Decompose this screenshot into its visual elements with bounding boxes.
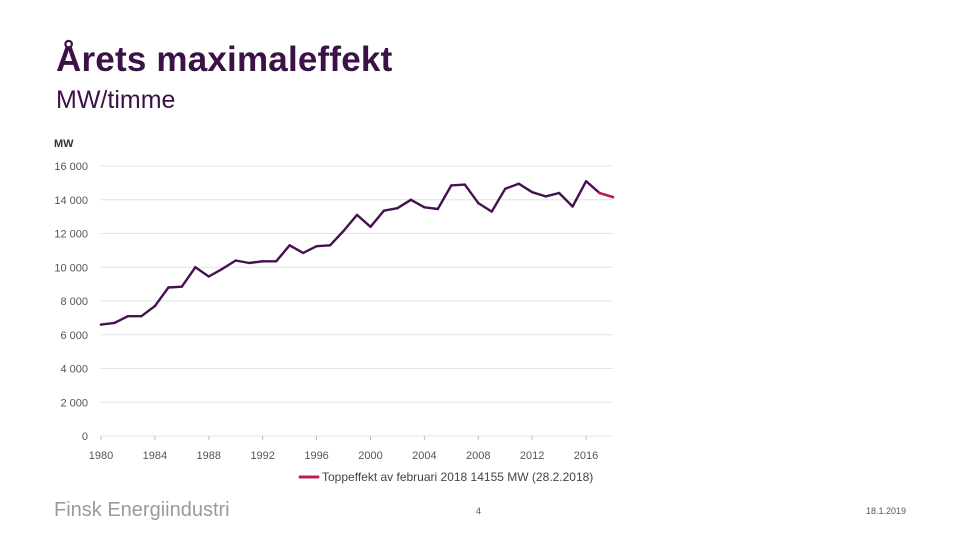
- legend-label: Toppeffekt av februari 2018 14155 MW (28…: [322, 470, 593, 484]
- data-point: [544, 195, 547, 198]
- series-line-annual-peak: [99, 179, 601, 326]
- data-point: [342, 229, 345, 233]
- y-tick-label: 0: [82, 431, 88, 443]
- data-point: [571, 205, 574, 208]
- data-point: [369, 225, 372, 228]
- data-point: [598, 191, 601, 195]
- data-point: [180, 285, 184, 288]
- x-tick-label: 1996: [304, 450, 328, 462]
- x-tick-label: 1984: [143, 450, 167, 462]
- y-axis-label: MW: [54, 138, 74, 150]
- data-point: [517, 182, 520, 185]
- data-point: [113, 321, 116, 325]
- data-point: [436, 207, 440, 211]
- slide-subtitle: MW/timme: [56, 86, 176, 114]
- legend: Toppeffekt av februari 2018 14155 MW (28…: [298, 470, 593, 484]
- data-point: [207, 275, 210, 278]
- data-point: [355, 213, 359, 217]
- x-tick-label: 2016: [574, 450, 598, 462]
- y-tick-label: 8 000: [60, 296, 88, 308]
- data-point: [153, 304, 157, 308]
- data-point: [584, 179, 588, 183]
- page-number: 4: [476, 506, 482, 516]
- y-tick-label: 12 000: [54, 229, 88, 241]
- data-point: [504, 187, 507, 190]
- data-point: [288, 244, 291, 247]
- x-tick-label: 2004: [412, 450, 436, 462]
- slide-title: Årets maximaleffekt: [56, 40, 393, 79]
- x-tick-label: 1992: [250, 450, 274, 462]
- data-point: [423, 206, 426, 209]
- data-point: [328, 244, 332, 247]
- y-tick-label: 4 000: [60, 364, 88, 376]
- data-point: [463, 183, 466, 186]
- x-tick-labels: 1980 1984 1988 1992 1996 2000 2004 2008 2012 2016: [89, 450, 599, 462]
- data-point: [396, 206, 399, 210]
- data-point: [99, 323, 103, 326]
- data-point: [611, 195, 615, 199]
- x-tick-label: 1980: [89, 450, 113, 462]
- data-point: [126, 314, 130, 318]
- data-point: [409, 198, 413, 201]
- y-tick-label: 2 000: [60, 397, 88, 409]
- data-point: [140, 314, 143, 318]
- series-lines: [99, 179, 615, 326]
- y-tick-label: 16 000: [54, 161, 88, 173]
- x-tick-label: 2012: [520, 450, 544, 462]
- data-point: [557, 191, 561, 195]
- data-point: [221, 267, 224, 271]
- data-point: [167, 286, 170, 289]
- data-point: [530, 190, 534, 194]
- slide-date: 18.1.2019: [866, 506, 907, 516]
- y-tick-labels: 0 2 000 4 000 6 000 8 000 10 000 12 000 14 000 1…: [54, 161, 88, 443]
- x-tick-label: 2000: [358, 450, 382, 462]
- data-point: [274, 260, 278, 263]
- series-line-highlight: [598, 191, 615, 199]
- y-tick-label: 6 000: [60, 330, 88, 342]
- data-point: [261, 260, 264, 263]
- x-tick-label: 2008: [466, 450, 490, 462]
- data-point: [450, 184, 453, 187]
- data-point: [382, 209, 386, 212]
- brand-logo-text: Finsk Energiindustri: [54, 499, 230, 521]
- data-point: [234, 259, 237, 262]
- data-point: [490, 210, 493, 213]
- data-point: [315, 244, 318, 248]
- data-point: [477, 201, 480, 205]
- x-tick-label: 1988: [197, 450, 221, 462]
- data-point: [194, 266, 197, 269]
- data-point: [301, 251, 305, 255]
- grid-lines: [100, 165, 613, 440]
- data-point: [248, 261, 251, 265]
- y-tick-label: 14 000: [54, 195, 88, 207]
- y-tick-label: 10 000: [54, 262, 88, 274]
